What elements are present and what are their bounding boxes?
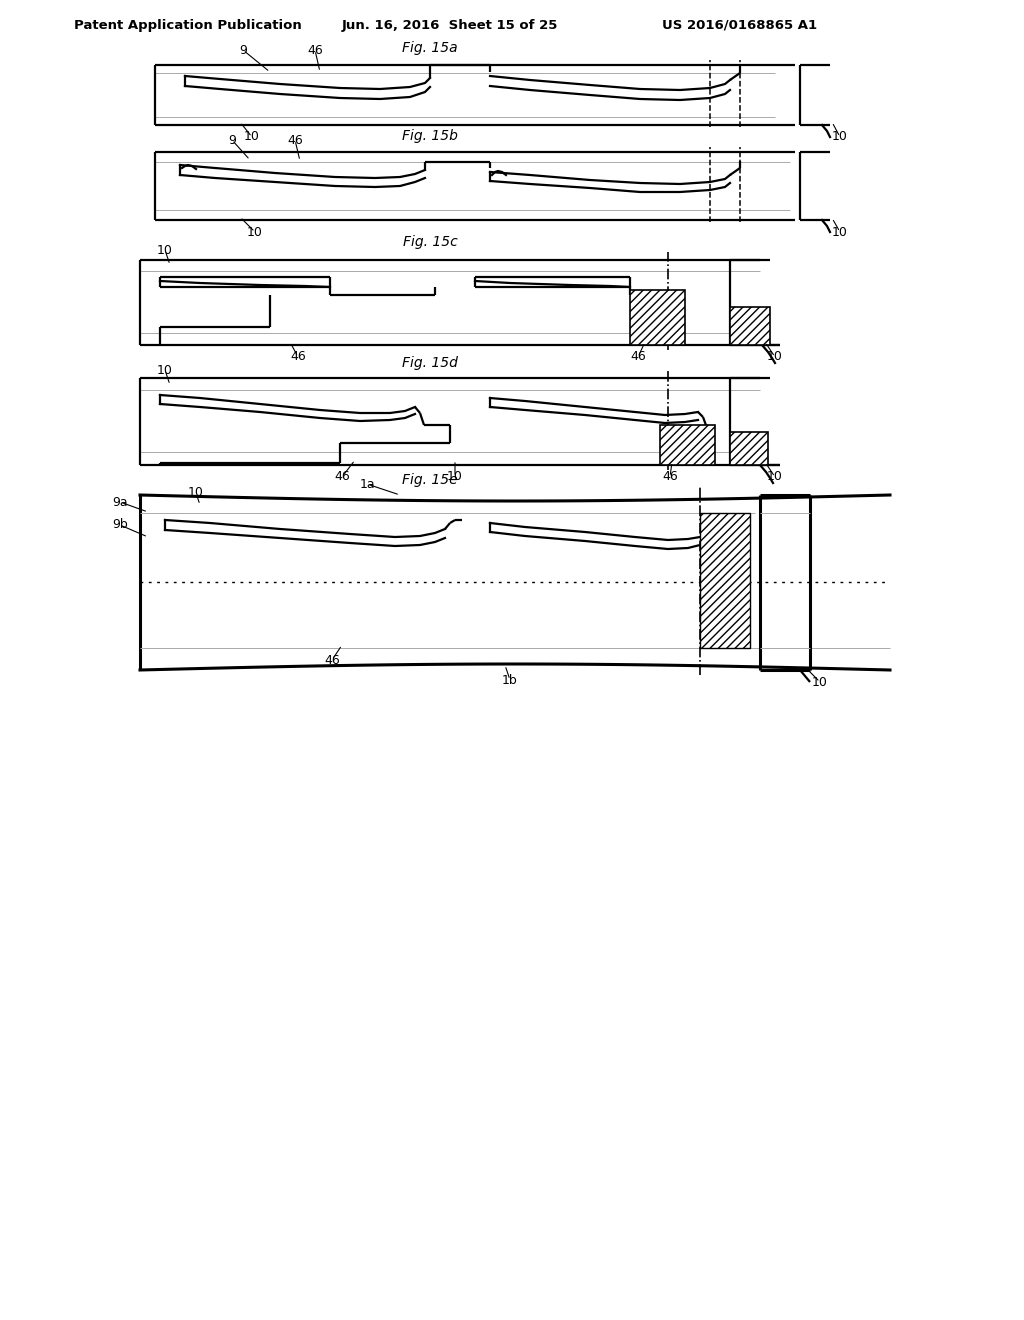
Text: 1a: 1a <box>359 478 375 491</box>
Text: 10: 10 <box>447 470 463 483</box>
Text: 10: 10 <box>188 487 204 499</box>
Text: 10: 10 <box>812 676 828 689</box>
Text: 46: 46 <box>630 351 646 363</box>
Text: 46: 46 <box>307 44 323 57</box>
Text: 10: 10 <box>157 363 173 376</box>
Text: Patent Application Publication: Patent Application Publication <box>74 18 302 32</box>
Text: Fig. 15d: Fig. 15d <box>402 356 458 370</box>
Text: 1b: 1b <box>502 673 518 686</box>
Text: 46: 46 <box>334 470 350 483</box>
Bar <box>700 513 750 648</box>
Text: US 2016/0168865 A1: US 2016/0168865 A1 <box>663 18 817 32</box>
Text: 10: 10 <box>247 226 263 239</box>
Bar <box>660 425 715 465</box>
Text: 10: 10 <box>767 470 783 483</box>
Bar <box>730 308 770 345</box>
Text: 46: 46 <box>663 470 678 483</box>
Text: Fig. 15a: Fig. 15a <box>402 41 458 55</box>
Text: 46: 46 <box>290 351 306 363</box>
Text: Fig. 15b: Fig. 15b <box>402 129 458 143</box>
Bar <box>630 290 685 345</box>
Text: 10: 10 <box>157 243 173 256</box>
Text: 10: 10 <box>767 351 783 363</box>
Text: 9b: 9b <box>112 519 128 532</box>
Text: 9a: 9a <box>113 495 128 508</box>
Text: 46: 46 <box>287 133 303 147</box>
Text: 9: 9 <box>228 133 236 147</box>
Text: Jun. 16, 2016  Sheet 15 of 25: Jun. 16, 2016 Sheet 15 of 25 <box>342 18 558 32</box>
Text: 10: 10 <box>833 226 848 239</box>
Text: Fig. 15e: Fig. 15e <box>402 473 458 487</box>
Text: 10: 10 <box>244 131 260 144</box>
Text: 46: 46 <box>325 653 340 667</box>
Text: 10: 10 <box>833 131 848 144</box>
Text: 9: 9 <box>239 44 247 57</box>
Bar <box>730 432 768 465</box>
Text: Fig. 15c: Fig. 15c <box>402 235 458 249</box>
